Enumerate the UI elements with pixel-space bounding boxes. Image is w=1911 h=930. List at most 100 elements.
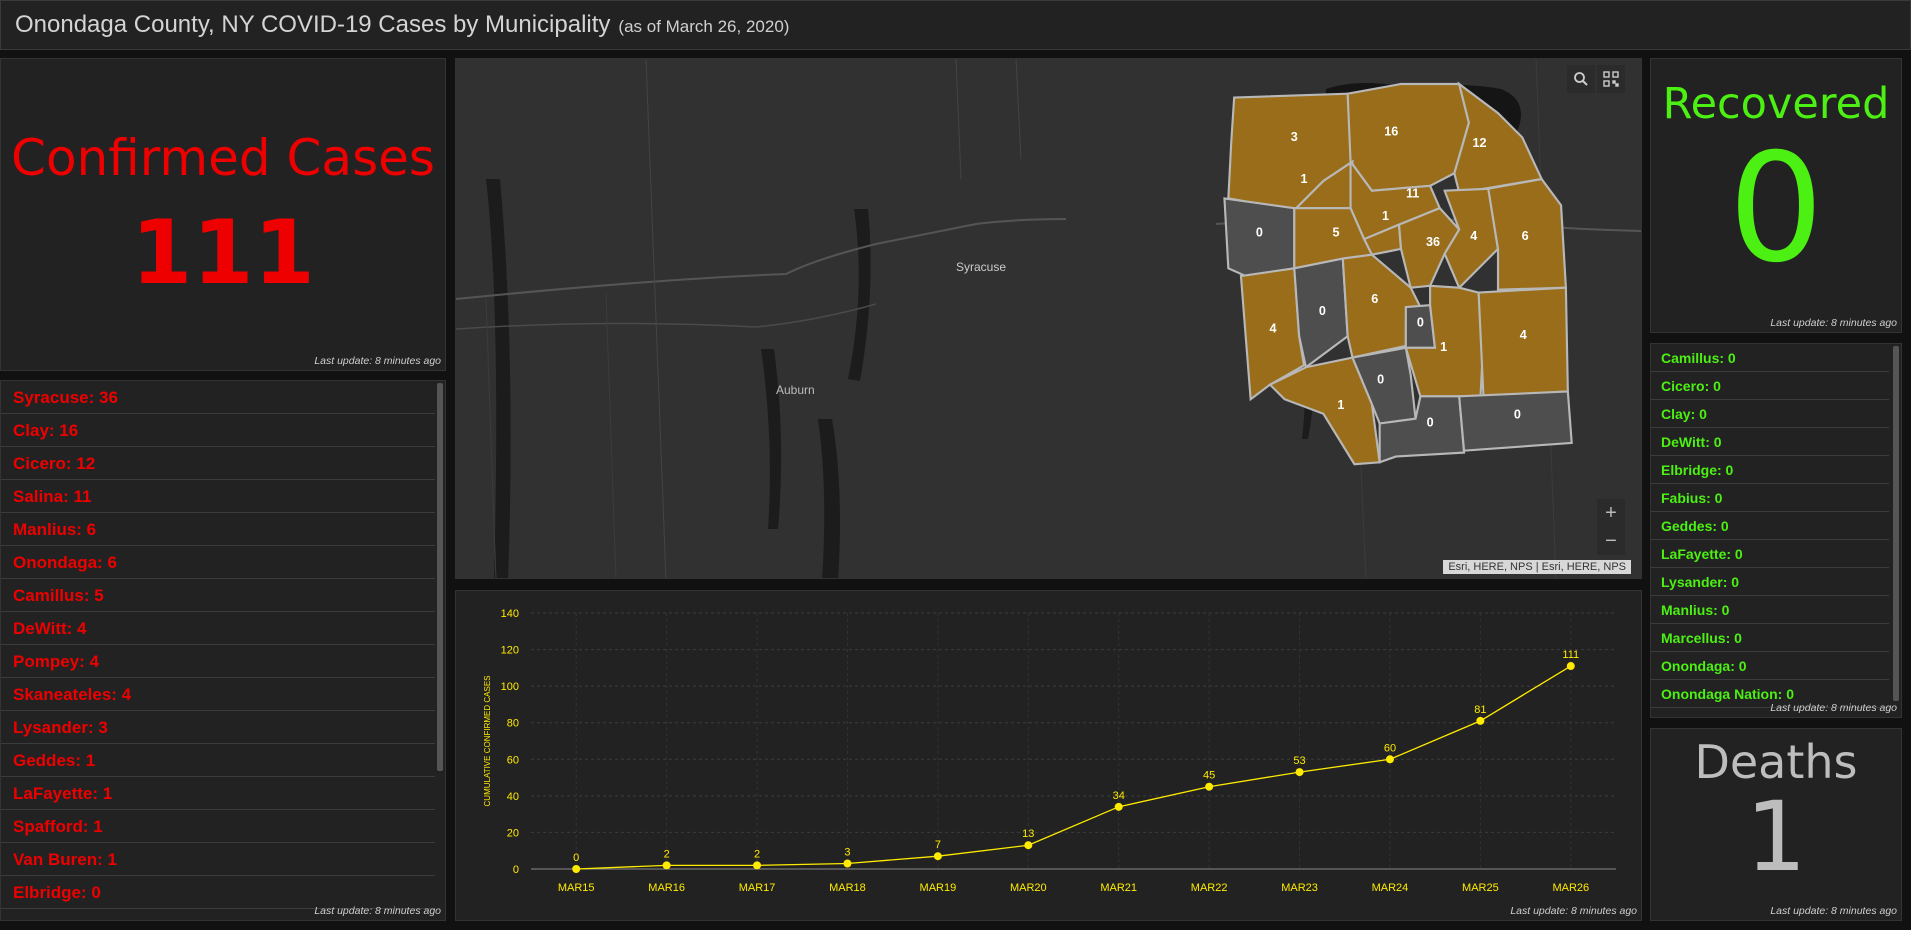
map-case-label: 11 (1406, 186, 1419, 200)
zoom-out-button[interactable]: − (1597, 527, 1625, 555)
list-item[interactable]: Clay: 16 (1, 414, 435, 447)
list-item[interactable]: Camillus: 5 (1, 579, 435, 612)
list-item[interactable]: Elbridge: 0 (1, 876, 435, 909)
confirmed-cases-value: 111 (131, 201, 315, 304)
list-item[interactable]: Cicero: 12 (1, 447, 435, 480)
map-region-clay[interactable] (1346, 82, 1471, 192)
list-item[interactable]: Cicero: 0 (1651, 372, 1889, 400)
recovered-label: Recovered (1662, 79, 1890, 129)
confirmed-list-scrollbar[interactable] (437, 383, 443, 771)
deaths-panel: Deaths 1 Last update: 8 minutes ago (1650, 728, 1902, 921)
map-case-label: 0 (1427, 415, 1434, 429)
municipality-regions[interactable] (1223, 81, 1573, 466)
x-tick-label: MAR25 (1462, 882, 1499, 894)
map-case-label: 1 (1440, 340, 1447, 354)
qr-icon[interactable] (1597, 65, 1625, 93)
map-case-label: 4 (1520, 328, 1527, 342)
list-item[interactable]: Syracuse: 36 (1, 381, 435, 414)
list-item[interactable]: DeWitt: 4 (1, 612, 435, 645)
list-item[interactable]: Geddes: 0 (1651, 512, 1889, 540)
map-case-label: 0 (1256, 225, 1263, 239)
data-label: 2 (754, 848, 760, 860)
x-tick-label: MAR15 (558, 882, 595, 894)
list-item[interactable]: Onondaga Nation: 0 (1651, 680, 1889, 708)
confirmed-list-items: Syracuse: 36 Clay: 16 Cicero: 12 Salina: 11… (1, 381, 445, 909)
list-item[interactable]: Fabius: 0 (1651, 484, 1889, 512)
map-case-label: 4 (1470, 229, 1477, 243)
series-line (576, 665, 1572, 870)
y-tick-label: 60 (507, 754, 519, 766)
list-item[interactable]: LaFayette: 1 (1, 777, 435, 810)
map-case-label: 1 (1337, 398, 1344, 412)
list-item[interactable]: Lysander: 3 (1, 711, 435, 744)
map-case-label: 6 (1371, 292, 1378, 306)
data-label: 111 (1562, 649, 1579, 661)
list-item[interactable]: LaFayette: 0 (1651, 540, 1889, 568)
list-item[interactable]: Geddes: 1 (1, 744, 435, 777)
map-region-fabius[interactable] (1458, 390, 1573, 452)
data-label: 34 (1113, 790, 1125, 802)
list-item[interactable]: DeWitt: 0 (1651, 428, 1889, 456)
recovered-list-scrollbar[interactable] (1893, 346, 1899, 701)
y-tick-label: 0 (513, 864, 519, 876)
list-item[interactable]: Manlius: 6 (1, 513, 435, 546)
list-item[interactable]: Salina: 11 (1, 480, 435, 513)
map-label-auburn: Auburn (776, 383, 815, 397)
y-tick-label: 40 (507, 791, 519, 803)
last-update: Last update: 8 minutes ago (1770, 702, 1897, 714)
x-tick-label: MAR21 (1100, 882, 1137, 894)
data-point (753, 861, 762, 870)
confirmed-cases-label: Confirmed Cases (11, 129, 435, 187)
data-point (1114, 802, 1123, 811)
data-label: 3 (844, 847, 850, 859)
data-point (662, 861, 671, 870)
search-icon[interactable] (1567, 65, 1595, 93)
map-panel[interactable]: Auburn 3 16 12 1 11 1 0 5 36 4 6 4 0 6 0 1 4 1 0 0 0 Syracus… (455, 58, 1642, 579)
map-region-marcellus[interactable] (1293, 257, 1349, 370)
y-tick-label: 20 (507, 827, 519, 839)
list-item[interactable]: Pompey: 4 (1, 645, 435, 678)
x-tick-label: MAR19 (920, 882, 957, 894)
data-point (1295, 768, 1304, 777)
list-item[interactable]: Spafford: 1 (1, 810, 435, 843)
list-item[interactable]: Onondaga: 6 (1, 546, 435, 579)
data-label: 7 (935, 839, 941, 851)
list-item[interactable]: Marcellus: 0 (1651, 624, 1889, 652)
deaths-value: 1 (1745, 781, 1807, 893)
recovered-list[interactable]: Camillus: 0 Cicero: 0 Clay: 0 DeWitt: 0 Elbr… (1650, 343, 1902, 718)
list-item[interactable]: Clay: 0 (1651, 400, 1889, 428)
list-item[interactable]: Van Buren: 1 (1, 843, 435, 876)
list-item[interactable]: Elbridge: 0 (1651, 456, 1889, 484)
data-label: 13 (1022, 828, 1034, 840)
map-case-label: 16 (1384, 124, 1398, 138)
list-item[interactable]: Skaneateles: 4 (1, 678, 435, 711)
list-item[interactable]: Onondaga: 0 (1651, 652, 1889, 680)
confirmed-list[interactable]: Syracuse: 36 Clay: 16 Cicero: 12 Salina: 11… (0, 380, 446, 921)
map-case-label: 0 (1377, 373, 1384, 387)
x-tick-label: MAR24 (1372, 882, 1409, 894)
data-point (572, 865, 581, 873)
list-item[interactable]: Camillus: 0 (1651, 344, 1889, 372)
map-case-label: 5 (1333, 225, 1340, 239)
map-case-label: 0 (1417, 316, 1424, 330)
y-tick-label: 140 (501, 608, 519, 620)
map-case-label: 1 (1300, 172, 1307, 186)
data-label: 53 (1293, 755, 1305, 767)
zoom-in-button[interactable]: + (1597, 499, 1625, 527)
dashboard-header: Onondaga County, NY COVID-19 Cases by Mu… (0, 0, 1911, 50)
x-tick-label: MAR20 (1010, 882, 1047, 894)
data-point (933, 852, 942, 861)
dashboard-date: (as of March 26, 2020) (618, 17, 790, 36)
x-tick-label: MAR23 (1281, 882, 1318, 894)
recovered-panel: Recovered 0 Last update: 8 minutes ago (1650, 58, 1902, 333)
last-update: Last update: 8 minutes ago (1770, 905, 1897, 917)
y-axis-label: CUMULATIVE CONFIRMED CASES (483, 676, 492, 807)
list-item[interactable]: Lysander: 0 (1651, 568, 1889, 596)
deaths-label: Deaths (1694, 735, 1858, 789)
map-region-syracuse[interactable] (1397, 206, 1461, 289)
list-item[interactable]: Manlius: 0 (1651, 596, 1889, 624)
data-point (1024, 841, 1033, 850)
map-case-label: 4 (1269, 321, 1276, 335)
